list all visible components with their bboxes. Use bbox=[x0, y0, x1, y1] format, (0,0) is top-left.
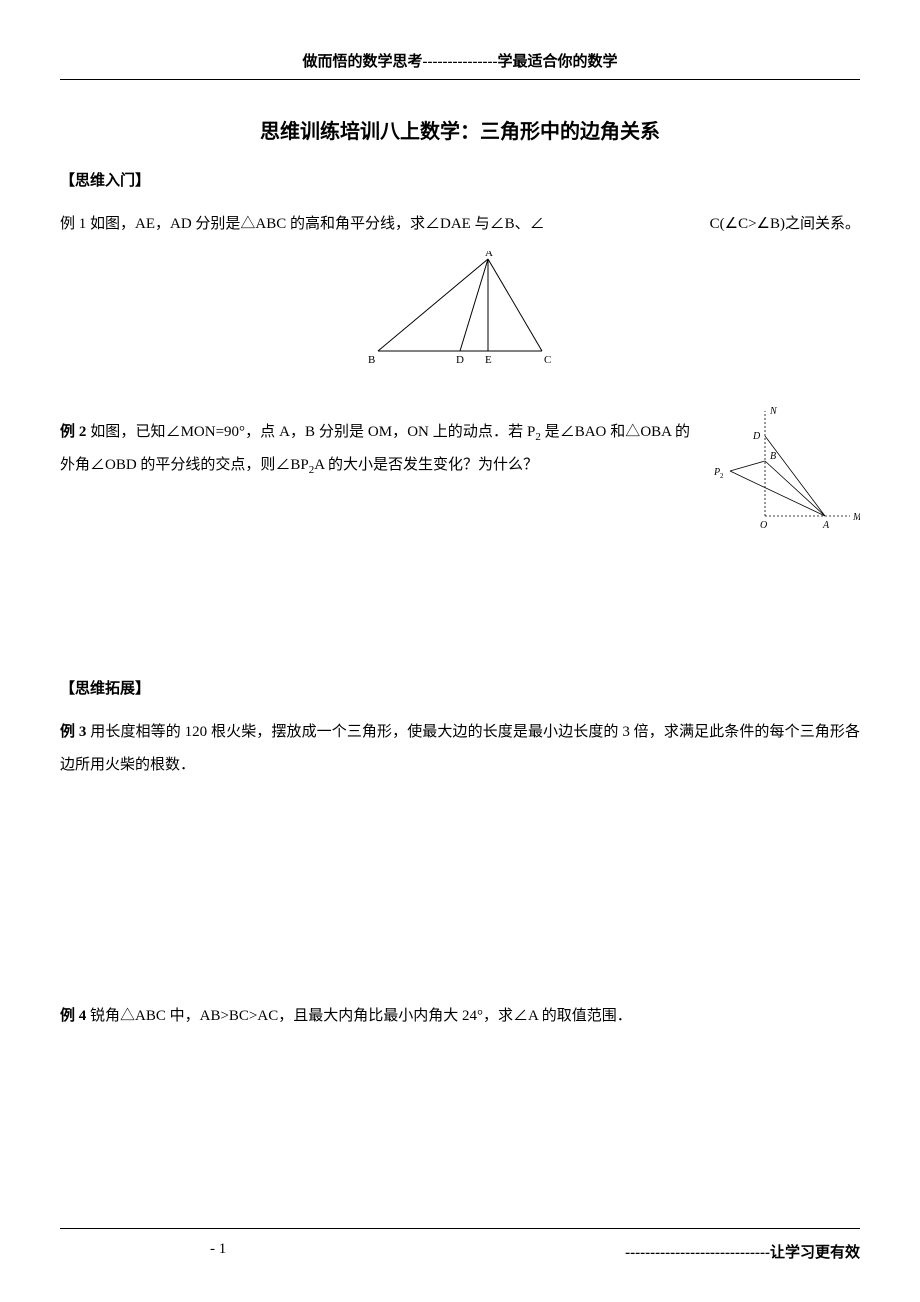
top-rule bbox=[60, 79, 860, 80]
page-footer: - 1 -----------------------------让学习更有效 bbox=[60, 1228, 860, 1262]
section-2-label: 【思维拓展】 bbox=[60, 677, 860, 698]
example-1: 例 1 如图，AE，AD 分别是△ABC 的高和角平分线，求∠DAE 与∠B、∠… bbox=[60, 208, 860, 241]
page-title: 思维训练培训八上数学：三角形中的边角关系 bbox=[60, 115, 860, 144]
svg-text:B: B bbox=[368, 354, 375, 366]
example-1-text-right: C(∠C>∠B)之间关系。 bbox=[710, 208, 860, 241]
section-1-label: 【思维入门】 bbox=[60, 169, 860, 190]
svg-text:E: E bbox=[485, 354, 492, 366]
svg-text:2: 2 bbox=[720, 472, 724, 480]
example-2-text-1: 如图，已知∠MON=90°，点 A，B 分别是 OM，ON 上的动点．若 P bbox=[86, 424, 535, 440]
svg-text:M: M bbox=[852, 512, 860, 523]
example-3-text: 用长度相等的 120 根火柴，摆放成一个三角形，使最大边的长度是最小边长度的 3… bbox=[60, 724, 860, 773]
figure-2: OAMNBDP2 bbox=[710, 406, 860, 536]
svg-text:A: A bbox=[485, 251, 493, 259]
example-2: OAMNBDP2 例 2 如图，已知∠MON=90°，点 A，B 分别是 OM，… bbox=[60, 416, 860, 549]
example-2-text-3: A 的大小是否发生变化？为什么？ bbox=[314, 457, 538, 473]
example-4: 例 4 锐角△ABC 中，AB>BC>AC，且最大内角比最小内角大 24°，求∠… bbox=[60, 1000, 860, 1033]
page-header: 做而悟的数学思考---------------学最适合你的数学 bbox=[60, 50, 860, 71]
bottom-rule bbox=[60, 1228, 860, 1229]
svg-text:A: A bbox=[822, 520, 830, 531]
svg-text:O: O bbox=[760, 520, 767, 531]
svg-text:D: D bbox=[456, 354, 464, 366]
example-1-num: 例 1 bbox=[60, 216, 86, 232]
figure-2-wrap: OAMNBDP2 bbox=[710, 406, 860, 549]
page-number: - 1 bbox=[60, 1241, 226, 1262]
figure-1-wrap: A B C D E bbox=[60, 251, 860, 366]
svg-text:D: D bbox=[752, 431, 761, 442]
example-3: 例 3 用长度相等的 120 根火柴，摆放成一个三角形，使最大边的长度是最小边长… bbox=[60, 716, 860, 782]
svg-text:B: B bbox=[770, 451, 776, 462]
svg-text:N: N bbox=[769, 406, 778, 417]
example-3-num: 例 3 bbox=[60, 724, 86, 740]
example-1-text-left: 如图，AE，AD 分别是△ABC 的高和角平分线，求∠DAE 与∠B、∠ bbox=[86, 216, 544, 232]
figure-1: A B C D E bbox=[360, 251, 560, 366]
example-4-num: 例 4 bbox=[60, 1008, 86, 1024]
example-4-text: 锐角△ABC 中，AB>BC>AC，且最大内角比最小内角大 24°，求∠A 的取… bbox=[86, 1008, 631, 1024]
example-2-num: 例 2 bbox=[60, 424, 86, 440]
footer-slogan: -----------------------------让学习更有效 bbox=[625, 1241, 860, 1262]
svg-text:C: C bbox=[544, 354, 551, 366]
